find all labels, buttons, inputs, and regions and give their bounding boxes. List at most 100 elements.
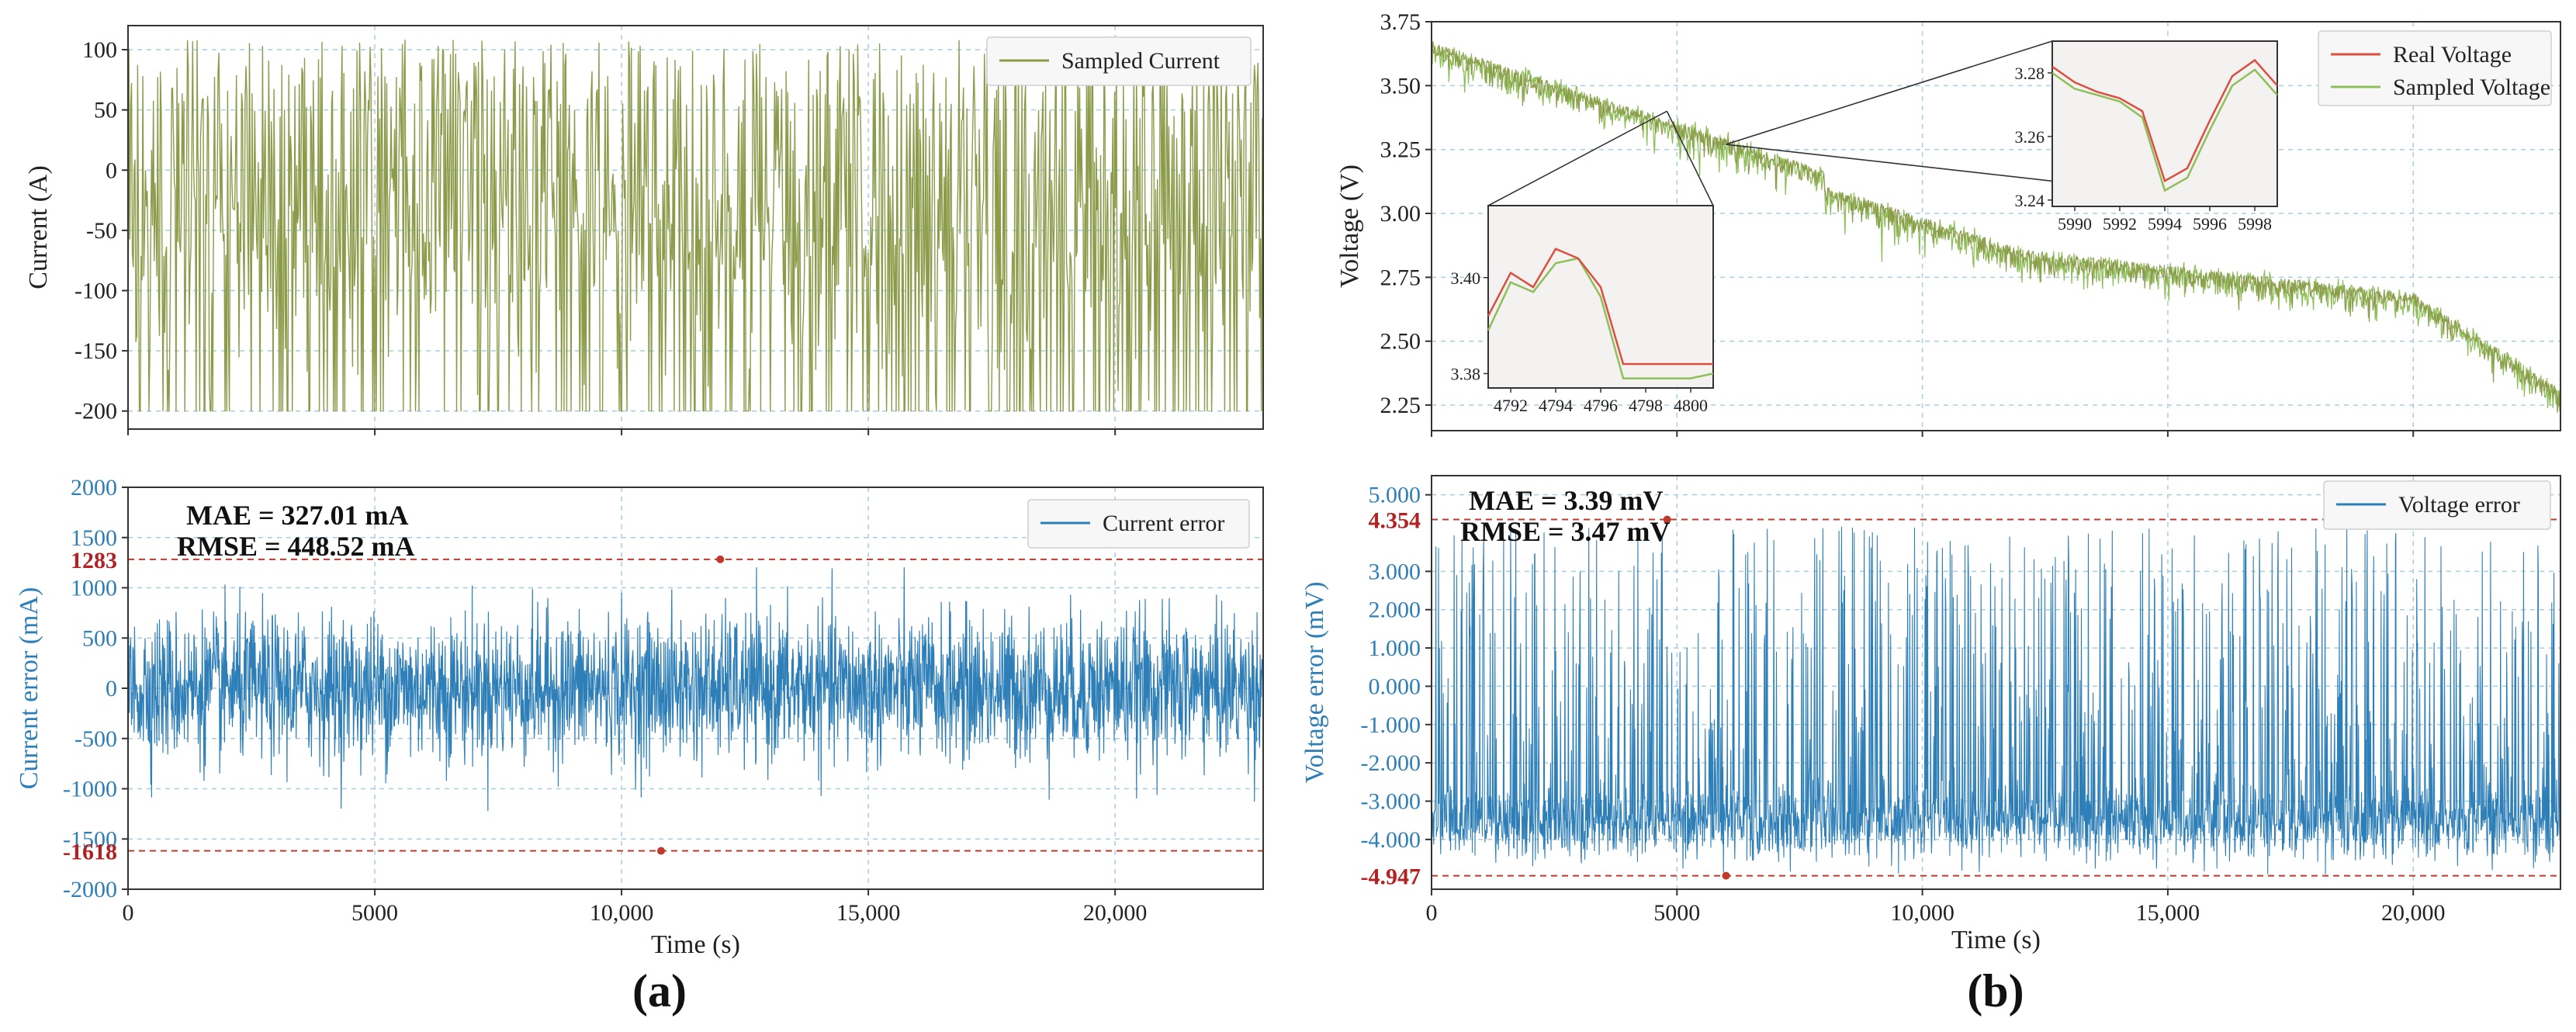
voltage-inset-right-xtick-label: 5990	[2058, 214, 2092, 234]
voltage-legend-label: Sampled Voltage	[2393, 74, 2550, 100]
current-error-ytick-label: -1500	[63, 826, 117, 852]
voltage-ytick-label: 3.75	[1380, 9, 1421, 35]
voltage-error-xtick-label: 5000	[1653, 900, 1700, 926]
current-ytick-label: -200	[74, 399, 117, 424]
current-ytick-label: -100	[74, 278, 117, 303]
voltage-error-ytick-label: 5.000	[1369, 483, 1421, 508]
current-error-ytick-label: -2000	[63, 877, 117, 902]
voltage-inset-left-xtick-label: 4794	[1539, 396, 1573, 415]
voltage-inset-right-xtick-label: 5992	[2103, 214, 2137, 234]
voltage-error-ytick-label: 3.000	[1369, 559, 1421, 584]
voltage-inset-right-sampled-line	[2051, 68, 2278, 192]
panel-label-b: (b)	[1967, 965, 2024, 1016]
current-error-xtick-label: 15,000	[836, 900, 901, 926]
current-error-rmse: RMSE = 448.52 mA	[177, 531, 415, 562]
voltage-error-mae: MAE = 3.39 mV	[1469, 485, 1664, 516]
voltage-ytick-label: 2.50	[1380, 329, 1421, 355]
voltage-axes-frame	[1431, 21, 2561, 431]
voltage-error-ytick-label: 2.000	[1369, 597, 1421, 623]
current-error-xtick-label: 0	[123, 900, 134, 926]
current-error-ytick-label: -1000	[63, 777, 117, 802]
voltage-error-ytick-label: -1.000	[1361, 712, 1421, 738]
voltage-ylabel: Voltage (V)	[1335, 164, 1364, 288]
voltage-error-xtick-label: 0	[1426, 900, 1438, 926]
chart-current: 100 50 0 -50 -100 -150 -200 Current (A) Sampled …	[24, 25, 1264, 435]
voltage-inset-right-ytick-label: 3.28	[2015, 64, 2045, 83]
voltage-inset-left-ytick-label: 3.38	[1451, 364, 1481, 383]
voltage-ytick-label: 3.50	[1380, 73, 1421, 99]
current-ytick-label: 0	[106, 158, 117, 183]
current-error-ytick-label: 0	[106, 676, 117, 701]
voltage-error-min-label: -4.947	[1361, 864, 1421, 890]
current-ytick-label: -50	[86, 218, 117, 244]
current-error-xlabel: Time (s)	[651, 930, 740, 959]
voltage-error-ytick-label: -4.000	[1361, 827, 1421, 853]
current-legend-label: Sampled Current	[1061, 48, 1220, 74]
voltage-error-rmse: RMSE = 3.47 mV	[1460, 516, 1671, 547]
voltage-error-xlabel: Time (s)	[1951, 926, 2041, 954]
voltage-ytick-label: 2.75	[1380, 265, 1421, 290]
voltage-error-legend-box	[2323, 480, 2551, 530]
voltage-error-axes-frame	[1431, 475, 2561, 890]
current-legend-box	[986, 36, 1252, 86]
voltage-error-xtick-label: 10,000	[1890, 900, 1955, 926]
voltage-ytick-label: 3.00	[1380, 201, 1421, 227]
voltage-inset-left-xtick-label: 4800	[1674, 396, 1708, 415]
voltage-inset-right-ytick-label: 3.26	[2015, 127, 2045, 147]
voltage-error-max-label: 4.354	[1369, 508, 1421, 534]
current-series-line	[127, 40, 1264, 412]
current-error-max-point	[716, 555, 725, 563]
voltage-inset-left-xtick-label: 4798	[1629, 396, 1663, 415]
voltage-error-ytick-label: -3.000	[1361, 788, 1421, 814]
current-error-ytick-label: 500	[82, 625, 117, 651]
voltage-error-ytick-label: 0.000	[1369, 674, 1421, 699]
voltage-ytick-label: 2.25	[1380, 393, 1421, 418]
current-error-ytick-label: 1500	[71, 525, 117, 551]
current-ytick-label: -150	[74, 338, 117, 364]
current-error-ytick-label: 1000	[71, 576, 117, 601]
voltage-legend-label: Real Voltage	[2393, 42, 2512, 68]
voltage-inset-left-real-line	[1487, 248, 1713, 365]
voltage-inset-left-connector	[1666, 110, 1714, 206]
current-error-mae: MAE = 327.01 mA	[186, 500, 409, 531]
voltage-inset-left-sampled-line	[1487, 257, 1714, 379]
voltage-error-ytick-label: 1.000	[1369, 635, 1421, 661]
voltage-error-min-point	[1722, 871, 1730, 880]
current-error-xtick-label: 20,000	[1083, 900, 1148, 926]
voltage-error-xtick-label: 20,000	[2381, 900, 2446, 926]
panel-label-a: (a)	[632, 965, 687, 1016]
voltage-error-max-point	[1663, 515, 1671, 524]
voltage-inset-right-xtick-label: 5996	[2193, 214, 2227, 234]
voltage-error-ylabel: Voltage error (mV)	[1300, 582, 1329, 784]
current-error-legend-label: Current error	[1103, 511, 1224, 536]
voltage-inset-right-connector	[1725, 40, 2053, 145]
current-error-max-label: 1283	[71, 548, 117, 573]
current-error-legend-box	[1027, 499, 1250, 549]
current-ytick-label: 50	[94, 98, 117, 123]
current-error-xtick-label: 10,000	[590, 900, 654, 926]
current-error-ytick-label: 2000	[71, 475, 117, 500]
current-error-xtick-label: 5000	[351, 900, 398, 926]
chart-voltage-error: 5.000 3.000 2.000 1.000 0.000 -1.000 -2.000 -3.…	[1300, 475, 2561, 1016]
voltage-inset-right-xtick-label: 5994	[2148, 214, 2182, 234]
current-error-min-label: -1618	[63, 840, 117, 865]
current-axes-frame	[127, 25, 1264, 430]
current-error-min-point	[656, 847, 665, 855]
current-ytick-label: 100	[82, 37, 117, 63]
voltage-inset-left-ytick-label: 3.40	[1451, 268, 1481, 288]
voltage-inset-left-xtick-label: 4792	[1494, 396, 1528, 415]
chart-voltage: 3.75 3.50 3.25 3.00 2.75 2.50 2.25 Voltage (V) R…	[1335, 9, 2561, 437]
voltage-error-ytick-label: -2.000	[1361, 750, 1421, 776]
voltage-inset-right-xtick-label: 5998	[2238, 214, 2272, 234]
voltage-inset-left-xtick-label: 4796	[1584, 396, 1618, 415]
voltage-real-line	[1431, 42, 2561, 413]
current-error-series-line	[127, 567, 1264, 812]
voltage-inset-right-ytick-label: 3.24	[2015, 191, 2045, 210]
voltage-error-series-line	[1431, 526, 2561, 874]
voltage-ytick-label: 3.25	[1380, 137, 1421, 163]
voltage-inset-right-real-line	[2051, 58, 2278, 183]
current-ylabel: Current (A)	[24, 165, 53, 289]
voltage-error-legend-label: Voltage error	[2398, 492, 2520, 518]
current-error-ytick-label: -500	[74, 726, 117, 752]
